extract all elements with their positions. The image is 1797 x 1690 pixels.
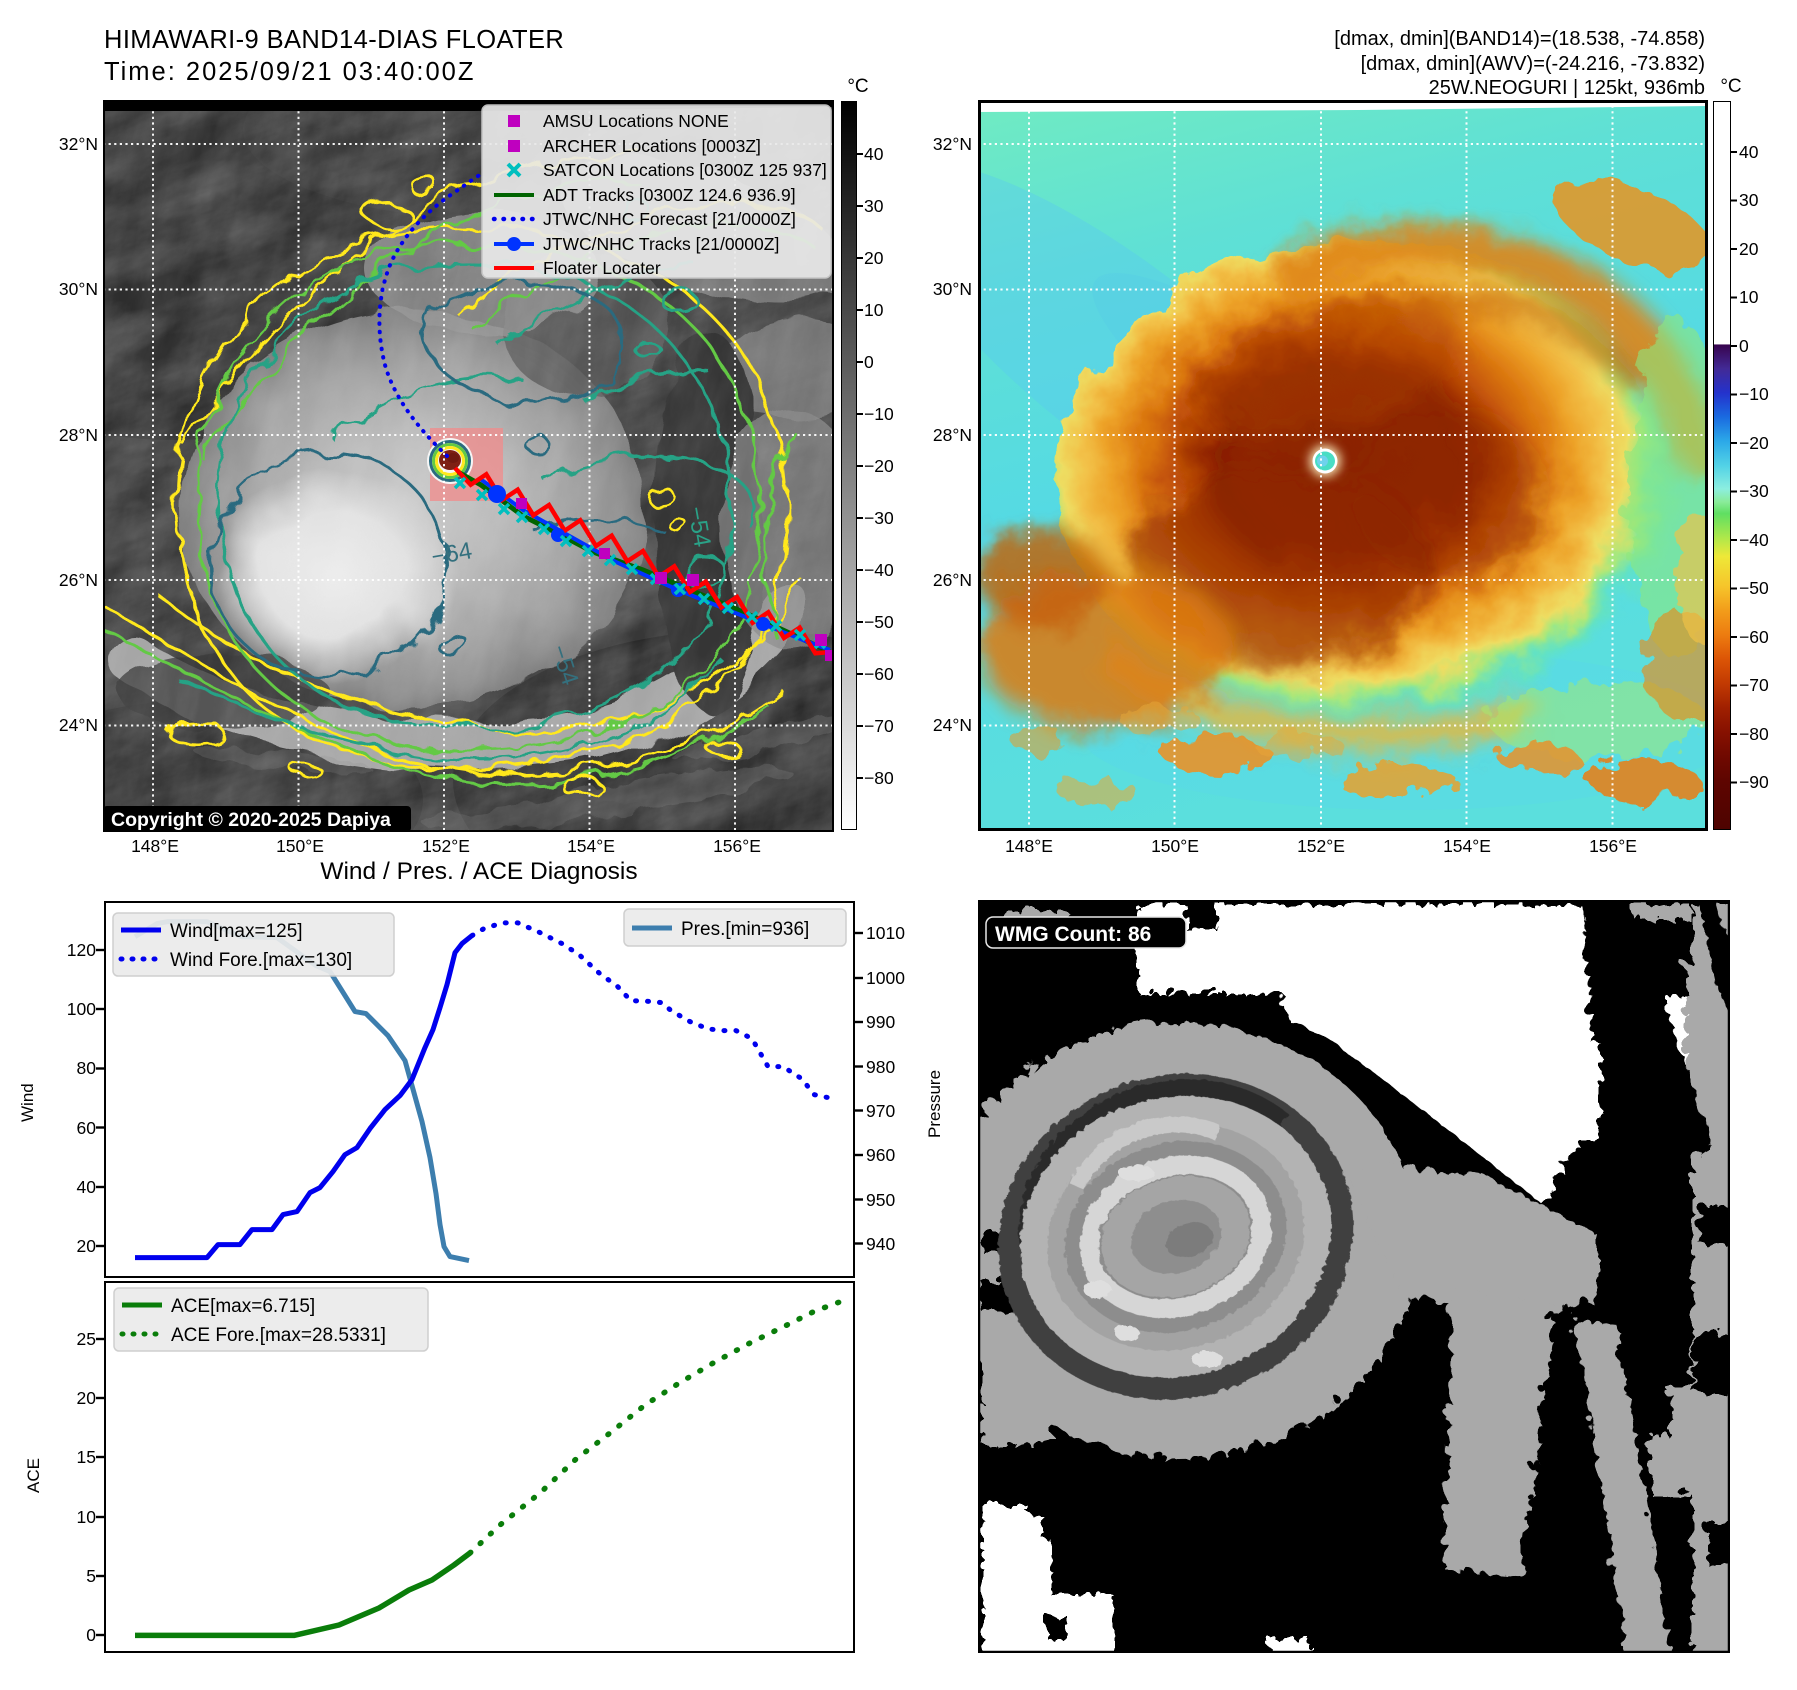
svg-text:WMG Count: 86: WMG Count: 86	[995, 923, 1151, 946]
svg-text:ADT Tracks [0300Z 124.6 936.9]: ADT Tracks [0300Z 124.6 936.9]	[543, 185, 796, 205]
svg-text:Pres.[min=936]: Pres.[min=936]	[681, 919, 809, 940]
svg-text:ACE Fore.[max=28.5331]: ACE Fore.[max=28.5331]	[171, 1325, 386, 1346]
svg-text:JTWC/NHC Tracks [21/0000Z]: JTWC/NHC Tracks [21/0000Z]	[543, 234, 779, 254]
svg-text:AMSU Locations NONE: AMSU Locations NONE	[543, 111, 729, 131]
svg-text:Wind Fore.[max=130]: Wind Fore.[max=130]	[170, 950, 352, 971]
svg-text:ARCHER Locations [0003Z]: ARCHER Locations [0003Z]	[543, 136, 761, 156]
svg-text:SATCON Locations [0300Z 125 93: SATCON Locations [0300Z 125 937]	[543, 160, 827, 180]
svg-text:JTWC/NHC Forecast [21/0000Z]: JTWC/NHC Forecast [21/0000Z]	[543, 209, 796, 229]
svg-text:Wind[max=125]: Wind[max=125]	[170, 921, 303, 942]
svg-text:Floater Locater: Floater Locater	[543, 258, 661, 278]
svg-text:ACE[max=6.715]: ACE[max=6.715]	[171, 1296, 315, 1317]
svg-text:Copyright © 2020-2025 Dapiya: Copyright © 2020-2025 Dapiya	[111, 809, 391, 831]
